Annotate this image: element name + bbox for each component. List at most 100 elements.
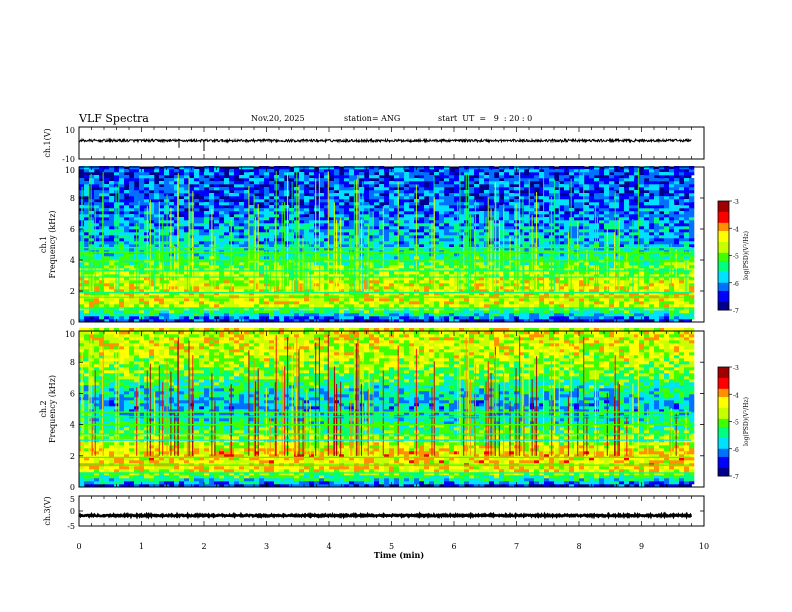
spectrogram-cell (609, 289, 615, 293)
spectrogram-cell (484, 313, 490, 317)
spectrogram-cell (259, 211, 265, 215)
spectrogram-cell (389, 241, 395, 245)
spectrogram-cell (349, 235, 355, 239)
spectrogram-cell (84, 241, 90, 245)
spectrogram-cell (479, 265, 485, 269)
spectrogram-cell (674, 313, 680, 317)
spectrogram-cell (664, 277, 670, 281)
spectrogram-cell (689, 286, 695, 290)
spectrogram-cell (144, 265, 150, 269)
spectrogram-cell (189, 232, 195, 236)
spectrogram-cell (619, 256, 625, 260)
spectrogram-cell (194, 265, 200, 269)
spectrogram-cell (634, 286, 640, 290)
spectrogram-cell (154, 247, 160, 251)
spectrogram-cell (389, 211, 395, 215)
spectrogram-cell (259, 280, 265, 284)
spectrogram-cell (559, 316, 565, 320)
spectrogram-cell (604, 313, 610, 317)
spectrogram-cell (614, 301, 620, 305)
spectrogram-cell (589, 253, 595, 257)
spectrogram-cell (319, 277, 325, 281)
spectrogram-cell (539, 211, 545, 215)
spectrogram-cell (124, 214, 130, 218)
spectrogram-cell (194, 229, 200, 233)
spectrogram-cell (509, 223, 515, 227)
spectrogram-cell (444, 259, 450, 263)
spectrogram-cell (409, 259, 415, 263)
spectrogram-cell (119, 271, 125, 275)
spectrogram-cell (599, 292, 605, 296)
spectrogram-cell (379, 292, 385, 296)
spectrogram-cell (304, 298, 310, 302)
spectrogram-cell (574, 214, 580, 218)
spectrogram-cell (389, 298, 395, 302)
spectrogram-cell (364, 286, 370, 290)
spectrogram-cell (664, 235, 670, 239)
spectrogram-cell (519, 241, 525, 245)
spectrogram-cell (469, 289, 475, 293)
spectrogram-cell (689, 220, 695, 224)
spectrogram-cell (284, 208, 290, 212)
spectrogram-cell (364, 226, 370, 230)
spectrogram-cell (114, 289, 120, 293)
spectrogram-cell (439, 244, 445, 248)
spectrogram-cell (389, 220, 395, 224)
spectrogram-cell (564, 244, 570, 248)
spectrogram-cell (384, 205, 390, 209)
spectrogram-cell (304, 223, 310, 227)
spectrogram-cell (179, 292, 185, 296)
spectrogram-cell (329, 274, 335, 278)
spectrogram-cell (529, 313, 535, 317)
spectrogram-cell (189, 241, 195, 245)
spectrogram-cell (389, 214, 395, 218)
spectrogram-cell (399, 268, 405, 272)
spectrogram-cell (239, 223, 245, 227)
spectrogram-cell (249, 199, 255, 203)
spectrogram-cell (404, 202, 410, 206)
spectrogram-cell (559, 208, 565, 212)
spectrogram-cell (554, 274, 560, 278)
spectrogram-cell (324, 304, 330, 308)
spectrogram-cell (139, 259, 145, 263)
spectrogram-cell (284, 229, 290, 233)
spectrogram-cell (384, 268, 390, 272)
spectrogram-cell (184, 319, 190, 323)
spectrogram-cell (254, 253, 260, 257)
spectrogram-cell (594, 286, 600, 290)
spectrogram-cell (624, 205, 630, 209)
spectrogram-cell (244, 199, 250, 203)
spectrogram-cell (619, 274, 625, 278)
spectrogram-cell (409, 229, 415, 233)
spectrogram-cell (234, 211, 240, 215)
spectrogram-cell (319, 208, 325, 212)
spectrogram-cell (634, 280, 640, 284)
spectrogram-cell (619, 235, 625, 239)
spectrogram-cell (534, 319, 540, 323)
spectrogram-cell (249, 217, 255, 221)
spectrogram-cell (239, 310, 245, 314)
spectrogram-cell (554, 259, 560, 263)
spectrogram-cell (129, 316, 135, 320)
spectrogram-cell (644, 298, 650, 302)
spectrogram-cell (624, 316, 630, 320)
spectrogram-cell (109, 268, 115, 272)
spectrogram-cell (329, 208, 335, 212)
spectrogram-cell (94, 313, 100, 317)
spectrogram-cell (514, 280, 520, 284)
spectrogram-cell (444, 211, 450, 215)
spectrogram-cell (89, 304, 95, 308)
spectrogram-cell (379, 259, 385, 263)
spectrogram-cell (114, 256, 120, 260)
spectrogram-cell (124, 265, 130, 269)
spectrogram-cell (239, 262, 245, 266)
spectrogram-cell (199, 313, 205, 317)
spectrogram-cell (309, 244, 315, 248)
spectrogram-cell (359, 217, 365, 221)
spectrogram-cell (164, 301, 170, 305)
spectrogram-cell (524, 265, 530, 269)
spectrogram-cell (529, 316, 535, 320)
spectrogram-cell (674, 223, 680, 227)
spectrogram-cell (239, 232, 245, 236)
spectrogram-cell (474, 205, 480, 209)
